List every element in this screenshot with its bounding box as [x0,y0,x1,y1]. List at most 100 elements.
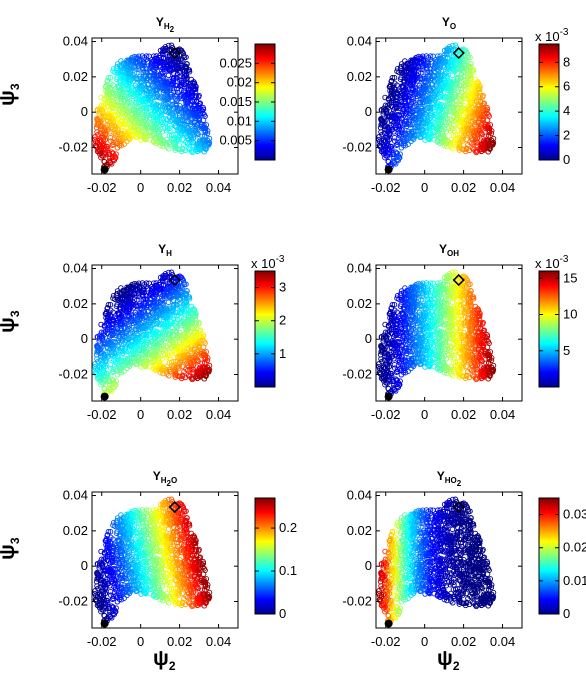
data-point [165,42,172,49]
data-point [98,372,104,379]
data-point [144,76,150,83]
data-point [470,118,476,125]
data-point [156,321,162,328]
data-point [158,320,165,327]
data-point [476,93,483,99]
data-point [146,343,153,350]
data-point [125,304,132,310]
data-point [109,101,115,107]
black-dot-marker [100,392,109,401]
data-point [421,78,427,84]
data-point [423,120,429,126]
data-point [442,71,448,77]
data-point [97,148,103,155]
data-point [175,120,181,127]
data-point [182,292,189,299]
data-point [115,110,122,116]
data-point [389,118,395,125]
data-point [486,127,493,134]
data-point [169,82,175,89]
colorbar-tick-label: 0.01 [227,113,252,128]
colorbar-gradient [538,43,560,161]
data-point [161,291,167,297]
data-point [183,54,189,60]
data-point [153,341,159,347]
data-point [457,101,463,107]
data-point [388,122,394,128]
data-point [127,70,133,76]
data-point [450,58,456,65]
data-point [154,76,160,83]
data-point [191,346,198,353]
data-point [118,312,124,319]
colorbar-tick-label: 6 [563,79,570,94]
data-point [165,331,172,337]
data-point [192,93,199,99]
data-point [133,96,140,102]
data-point [118,93,125,100]
data-point [185,313,192,319]
data-point [124,365,130,372]
data-point [139,98,146,104]
data-point [425,98,432,104]
data-point [176,292,183,299]
data-point [159,140,166,146]
data-point [391,138,398,144]
data-point [161,321,168,327]
data-point [137,120,143,127]
data-point [139,120,145,126]
data-point [196,142,202,149]
data-point [419,126,426,133]
data-point [427,65,433,72]
data-point [408,66,415,73]
data-point [192,316,199,323]
data-point [472,123,478,129]
data-point [394,65,401,72]
data-point [120,102,126,109]
data-point [378,139,385,146]
data-point [129,284,136,290]
data-point [394,68,400,74]
data-point [448,124,455,130]
data-point [162,313,168,319]
data-point [182,300,188,307]
data-point [189,119,195,126]
data-point [395,123,401,129]
data-point [174,82,181,89]
data-point [126,86,133,92]
data-point [378,137,385,144]
data-point [435,58,441,64]
data-point [191,132,197,138]
data-point [163,116,170,122]
data-point [176,110,183,117]
data-point [137,305,143,311]
data-point [200,110,206,117]
data-point [159,336,165,342]
data-point [182,65,189,72]
data-point [488,137,495,144]
data-point [161,275,168,281]
data-point [107,346,113,352]
data-point [445,94,452,100]
data-point [154,303,160,310]
data-point [475,103,481,110]
data-point [451,128,457,134]
data-point [443,140,450,146]
data-point [476,89,483,96]
data-point [437,72,443,79]
data-point [387,82,394,88]
data-point [98,154,104,161]
data-point [418,55,425,62]
data-point [442,93,449,100]
data-point [108,115,114,121]
data-point [151,341,157,347]
data-point [468,91,475,98]
data-point [428,104,434,111]
data-point [99,142,106,149]
data-point [149,103,156,110]
data-point [402,93,409,100]
data-point [115,343,122,349]
data-point [158,126,164,132]
data-point [174,298,180,305]
